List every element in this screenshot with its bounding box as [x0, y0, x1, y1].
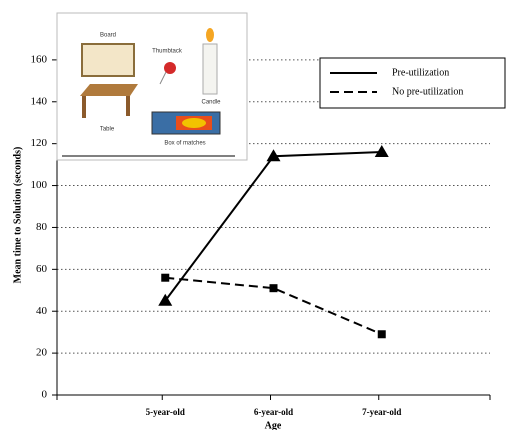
y-tick-label: 120: [31, 137, 48, 149]
candle-flame: [206, 28, 214, 42]
point-marker: [161, 273, 170, 282]
x-tick-label: 7-year-old: [362, 407, 401, 417]
y-tick-label: 0: [42, 389, 48, 401]
inset-label: Board: [100, 33, 116, 39]
inset-label: Table: [100, 127, 115, 133]
point-marker: [374, 145, 389, 158]
series-line: [165, 276, 383, 336]
point-marker: [377, 330, 386, 339]
y-tick-label: 100: [31, 179, 48, 191]
point-marker: [158, 293, 173, 306]
thumbtack-icon: [164, 62, 176, 74]
series-line: [164, 151, 382, 302]
y-tick-label: 160: [31, 53, 48, 65]
legend-label: Pre-utilization: [392, 67, 449, 78]
y-axis-title: Mean time to Solution (seconds): [12, 147, 23, 284]
point-marker: [266, 149, 281, 162]
legend-box: [319, 57, 506, 109]
inset-image: Board Thumbtack Candle Table Box of matc…: [56, 12, 248, 161]
matchbox-label: [182, 118, 206, 128]
inset-label: Candle: [201, 100, 221, 106]
x-tick-label: 6-year-old: [254, 407, 293, 417]
y-tick-label: 140: [31, 95, 48, 107]
board-icon: [81, 43, 135, 77]
y-tick-label: 20: [36, 347, 48, 359]
candle-icon: [202, 43, 218, 95]
table-leg: [126, 96, 130, 116]
y-tick-label: 60: [36, 263, 48, 275]
inset-frame: [56, 12, 248, 161]
table-top: [80, 84, 138, 96]
y-tick-label: 40: [36, 305, 48, 317]
inset-label: Thumbtack: [152, 49, 183, 55]
point-marker: [269, 284, 278, 293]
x-axis-title: Age: [265, 420, 282, 430]
thumbtack-pin: [159, 71, 167, 85]
y-tick-label: 80: [36, 221, 48, 233]
legend-label: No pre-utilization: [392, 86, 463, 97]
inset-label: Box of matches: [164, 141, 205, 147]
table-leg: [82, 96, 86, 118]
x-tick-label: 5-year-old: [146, 407, 185, 417]
legend: Pre-utilization No pre-utilization: [319, 57, 506, 109]
